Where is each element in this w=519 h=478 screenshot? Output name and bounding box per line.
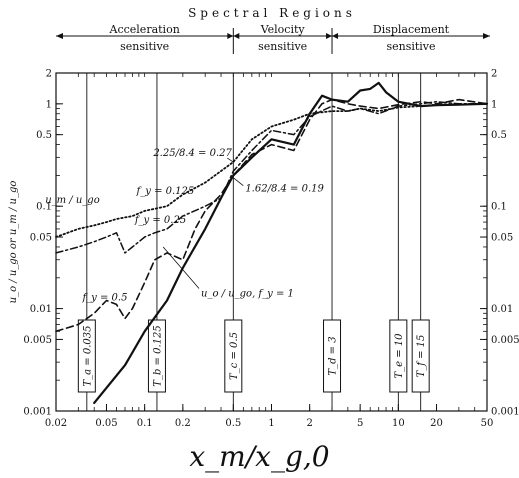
y-tick-label-right: 2	[491, 69, 497, 80]
region-arrowhead	[233, 33, 240, 39]
annotation-label: u_m / u_go	[45, 195, 100, 206]
x-tick-label: 20	[430, 418, 443, 429]
region-sublabel: sensitive	[386, 40, 435, 53]
period-marker-box	[323, 319, 342, 393]
y-tick-label: 0.001	[23, 407, 52, 418]
y-tick-label-right: 1	[491, 99, 497, 110]
y-tick-label-right: 0.001	[491, 407, 519, 418]
annotation-leader	[233, 177, 244, 186]
annotations: 2.25/8.4 = 0.27 1.62/8.4 = 0.19 u_m / u_go…	[45, 148, 324, 303]
region-sublabel: sensitive	[258, 40, 307, 53]
regions-title: Spectral Regions	[188, 6, 356, 20]
series-line	[93, 81, 489, 404]
annotation-label: f_y = 0.25	[134, 215, 186, 226]
annotation-leader	[162, 246, 200, 289]
period-marker-box	[147, 319, 166, 393]
annotation-label: 2.25/8.4 = 0.27	[152, 148, 232, 159]
spectral-regions-header: Spectral Regions Acceleration sensitive Vel…	[56, 6, 490, 54]
period-marker-box	[389, 319, 408, 393]
region-label: Displacement	[373, 23, 450, 36]
x-tick-label: 0.1	[137, 418, 153, 429]
x-axis-label-text: x_m/x_g,0	[189, 440, 330, 473]
x-tick-label: 0.5	[225, 418, 241, 429]
region-label: Velocity	[260, 23, 306, 36]
period-marker-label: T_d = 3	[328, 336, 339, 375]
region-arrowhead	[326, 33, 333, 39]
y-tick-label-right: 0.01	[491, 304, 513, 315]
y-tick-label-right: 0.005	[491, 335, 519, 346]
x-tick-label: 5	[357, 418, 363, 429]
chart: Spectral Regions Acceleration sensitive Vel…	[8, 6, 519, 430]
y-tick-label: 0.005	[23, 335, 52, 346]
y-tick-label-right: 0.5	[491, 130, 507, 141]
y-tick-label: 0.01	[30, 304, 52, 315]
y-tick-label: 0.05	[30, 233, 52, 244]
x-tick-label: 1	[268, 418, 274, 429]
period-marker-box	[224, 319, 243, 393]
annotation-label: f_y = 0.125	[136, 186, 195, 197]
region-arrowhead	[227, 33, 234, 39]
y-tick-label-right: 0.1	[491, 202, 507, 213]
x-tick-label: 2	[306, 418, 312, 429]
period-marker-label: T_f = 15	[416, 335, 427, 378]
period-markers: T_a = 0.035 T_b = 0.125 T_c = 0.5 T_d = 3 T_…	[77, 73, 430, 411]
x-tick-label: 0.05	[95, 418, 117, 429]
x-tick-label: 50	[481, 418, 494, 429]
period-marker-label: T_e = 10	[394, 333, 405, 379]
x-tick-label: 0.02	[45, 418, 67, 429]
x-tick-label: 0.2	[175, 418, 191, 429]
annotation-label: f_y = 0.5	[81, 293, 127, 304]
x-axis-label: x_m/x_g,0	[0, 440, 519, 473]
x-tick-label: 10	[392, 418, 405, 429]
period-marker-box	[411, 319, 430, 393]
y-tick-label: 1	[46, 99, 52, 110]
region-arrowhead	[332, 33, 339, 39]
regions-arrow-left	[56, 33, 63, 39]
y-tick-label: 0.5	[36, 130, 52, 141]
data-series	[55, 81, 489, 404]
annotation-label: 1.62/8.4 = 0.19	[245, 184, 324, 195]
annotation-leader	[227, 157, 234, 163]
period-marker-box	[77, 319, 96, 393]
series-line	[55, 102, 488, 238]
series-line	[55, 100, 488, 254]
annotation-label: u_o / u_go, f_y = 1	[201, 288, 294, 299]
y-tick-label-right: 0.05	[491, 233, 513, 244]
region-label: Acceleration	[109, 23, 180, 36]
y-tick-label: 0.1	[36, 202, 52, 213]
period-marker-label: T_b = 0.125	[152, 325, 163, 386]
axes: 0.02 0.05 0.1 0.2 0.5 1 2 5 10 20 500.001 0.0010.00…	[8, 69, 519, 430]
y-tick-label: 2	[46, 69, 52, 80]
y-axis-label: u_o / u_go or u_m / u_go	[8, 181, 19, 304]
period-marker-label: T_c = 0.5	[229, 332, 240, 380]
region-sublabel: sensitive	[120, 40, 169, 53]
period-marker-label: T_a = 0.035	[82, 326, 93, 387]
series-line	[55, 98, 488, 333]
regions-arrow-right	[483, 33, 490, 39]
